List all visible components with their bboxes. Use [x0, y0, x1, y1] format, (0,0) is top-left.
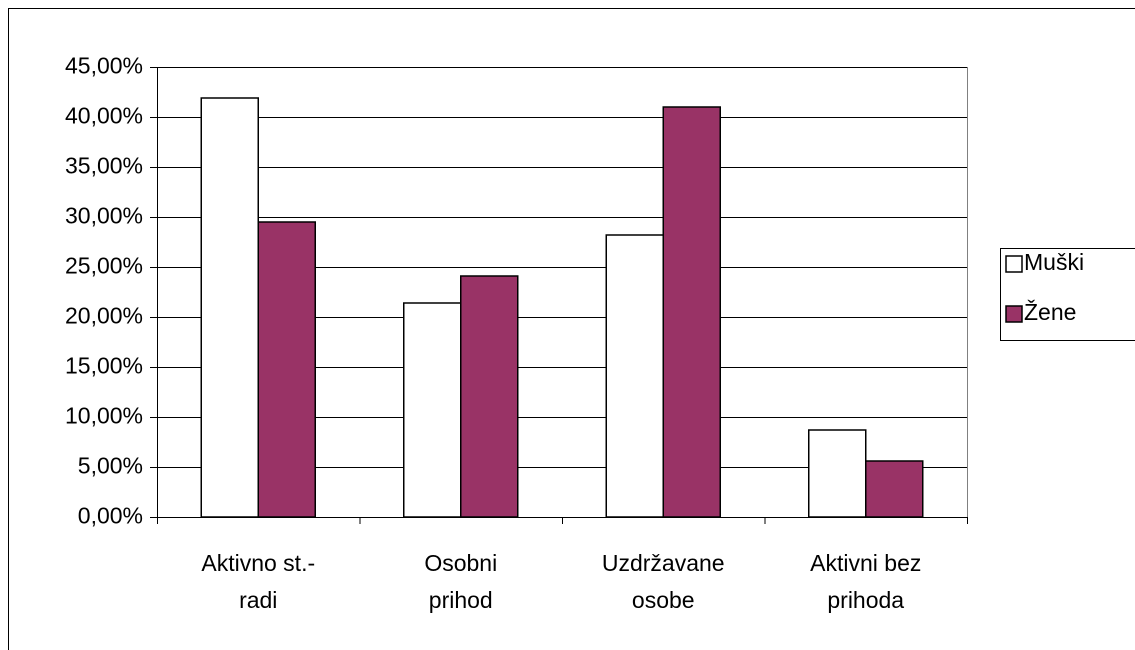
legend-box [1000, 248, 1135, 341]
bar [808, 429, 867, 518]
y-tick-label: 45,00% [65, 53, 143, 79]
x-tick-label: Osobni [424, 550, 497, 576]
y-tick-label: 35,00% [65, 153, 143, 179]
y-tick-label: 20,00% [65, 303, 143, 329]
x-tick-label: radi [239, 587, 277, 613]
legend-swatch [1005, 305, 1023, 323]
x-tick-label: prihod [429, 587, 493, 613]
x-tick-label: Aktivno st.- [201, 550, 315, 576]
bar [865, 460, 924, 518]
bar [662, 106, 721, 518]
bar [200, 97, 259, 518]
y-tick-label: 10,00% [65, 403, 143, 429]
y-tick-label: 0,00% [78, 503, 143, 529]
bar [257, 221, 316, 518]
y-tick-label: 40,00% [65, 103, 143, 129]
y-tick-label: 30,00% [65, 203, 143, 229]
x-tick-label: Aktivni bez [810, 550, 921, 576]
legend-label: Muški [1024, 249, 1084, 275]
bar [460, 275, 519, 518]
x-tick-label: Uzdržavane [602, 550, 725, 576]
y-tick-label: 5,00% [78, 453, 143, 479]
legend-swatch [1005, 255, 1023, 273]
x-tick-label: osobe [632, 587, 695, 613]
bar [403, 302, 462, 518]
chart-frame [8, 8, 1135, 650]
x-tick-label: prihoda [827, 587, 904, 613]
legend-label: Žene [1024, 299, 1076, 325]
bar [605, 234, 664, 518]
y-tick-label: 15,00% [65, 353, 143, 379]
y-tick-label: 25,00% [65, 253, 143, 279]
